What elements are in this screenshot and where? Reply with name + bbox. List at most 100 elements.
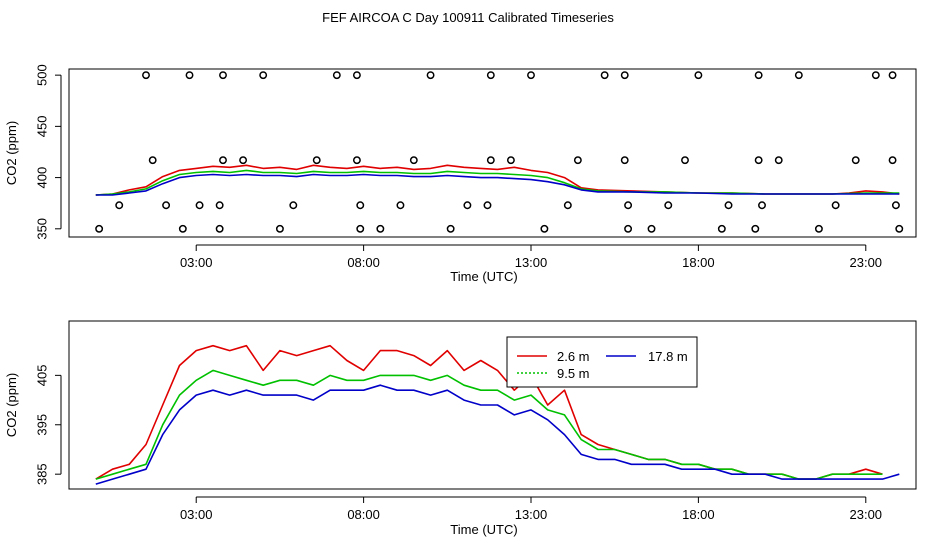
sample-point [195,201,204,210]
sample-point [142,71,150,80]
sample-point [215,201,224,210]
sample-point [506,156,515,165]
legend-box [506,336,698,388]
sample-point [754,71,763,80]
sample-point [540,224,549,233]
sample-point [647,224,656,233]
sample-point [664,201,673,210]
x-tick-label: 03:00 [180,255,213,270]
legend-label-9-5m: 9.5 m [557,366,590,381]
sample-point [356,224,365,233]
sample-point [527,71,535,80]
sample-point [871,71,880,80]
top-x-axis: 03:00 08:00 13:00 18:00 23:00 [180,244,883,270]
x-tick-label: 13:00 [515,507,548,522]
bottom-plot-frame [68,320,917,490]
sample-point [115,201,124,210]
sample-point [356,201,365,210]
sample-point [891,201,900,210]
series-line-17-8-m [95,384,900,485]
sample-point [463,201,472,210]
sample-point [352,71,361,80]
y-tick-label: 400 [34,167,49,189]
x-tick-label: 08:00 [347,255,380,270]
sample-point [396,201,405,210]
x-tick-label: 23:00 [850,255,883,270]
sample-point [486,156,495,165]
top-x-axis-label: Time (UTC) [450,269,517,284]
bottom-x-axis: 03:00 08:00 13:00 18:00 23:00 [180,496,883,522]
sample-point [376,224,385,233]
sample-point [215,224,224,233]
sample-point [624,201,633,210]
top-panel: 03:00 08:00 13:00 18:00 23:00 350 400 450 500 T… [4,64,917,284]
sample-point [162,201,171,210]
y-tick-label: 350 [34,218,49,240]
sample-point [851,156,860,165]
bottom-panel: 03:00 08:00 13:00 18:00 23:00 385 395 405 Time… [4,320,917,537]
bottom-series-group [95,344,900,485]
sample-point [409,156,418,165]
sample-point [620,156,629,165]
y-tick-label: 395 [34,414,49,436]
series-line-2-6-m [95,164,900,196]
sample-point [758,201,766,210]
top-y-axis: 350 400 450 500 [34,64,62,240]
sample-point [332,71,341,80]
sample-point [95,224,104,233]
sample-point [483,201,492,210]
x-tick-label: 18:00 [682,255,715,270]
bottom-y-axis-label: CO2 (ppm) [4,373,19,437]
top-y-axis-label: CO2 (ppm) [4,121,19,185]
sample-point [600,71,609,80]
top-plot-frame [68,68,917,238]
sample-point [888,71,897,80]
sample-point [831,201,840,210]
sample-point [717,224,726,233]
x-tick-label: 23:00 [850,507,883,522]
x-tick-label: 03:00 [180,507,213,522]
series-line-2-6-m [95,344,883,480]
sample-point [694,71,703,80]
legend-label-2-6m: 2.6 m [557,349,590,364]
sample-point [219,156,227,165]
sample-point [563,201,572,210]
sample-point [724,201,733,210]
sample-point [620,71,629,80]
sample-point [573,156,582,165]
sample-point [352,156,361,165]
series-line-17-8-m [95,173,900,196]
sample-point [446,224,455,233]
y-tick-label: 500 [34,64,49,86]
sample-point [895,224,904,233]
y-tick-label: 385 [34,463,49,485]
sample-point [312,156,321,165]
sample-point [219,71,227,80]
legend-label-17-8m: 17.8 m [648,349,688,364]
sample-point [814,224,823,233]
bottom-y-axis: 385 395 405 [34,365,62,485]
x-tick-label: 13:00 [515,255,548,270]
x-tick-label: 08:00 [347,507,380,522]
sample-point [148,156,157,165]
sample-point [185,71,194,80]
sample-point [794,71,803,80]
sample-point [239,156,248,165]
chart-title: FEF AIRCOA C Day 100911 Calibrated Times… [322,10,614,25]
sample-point [774,156,783,165]
y-tick-label: 450 [34,116,49,138]
top-series-group [95,71,904,233]
series-line-9-5-m [95,369,883,480]
sample-point [888,156,897,165]
sample-point [426,71,435,80]
x-tick-label: 18:00 [682,507,715,522]
sample-point [486,71,495,80]
sample-point [751,224,760,233]
y-tick-label: 405 [34,365,49,387]
sample-point [624,224,633,233]
sample-point [681,156,689,165]
legend: 2.6 m 9.5 m 17.8 m [506,336,698,388]
bottom-x-axis-label: Time (UTC) [450,522,517,537]
